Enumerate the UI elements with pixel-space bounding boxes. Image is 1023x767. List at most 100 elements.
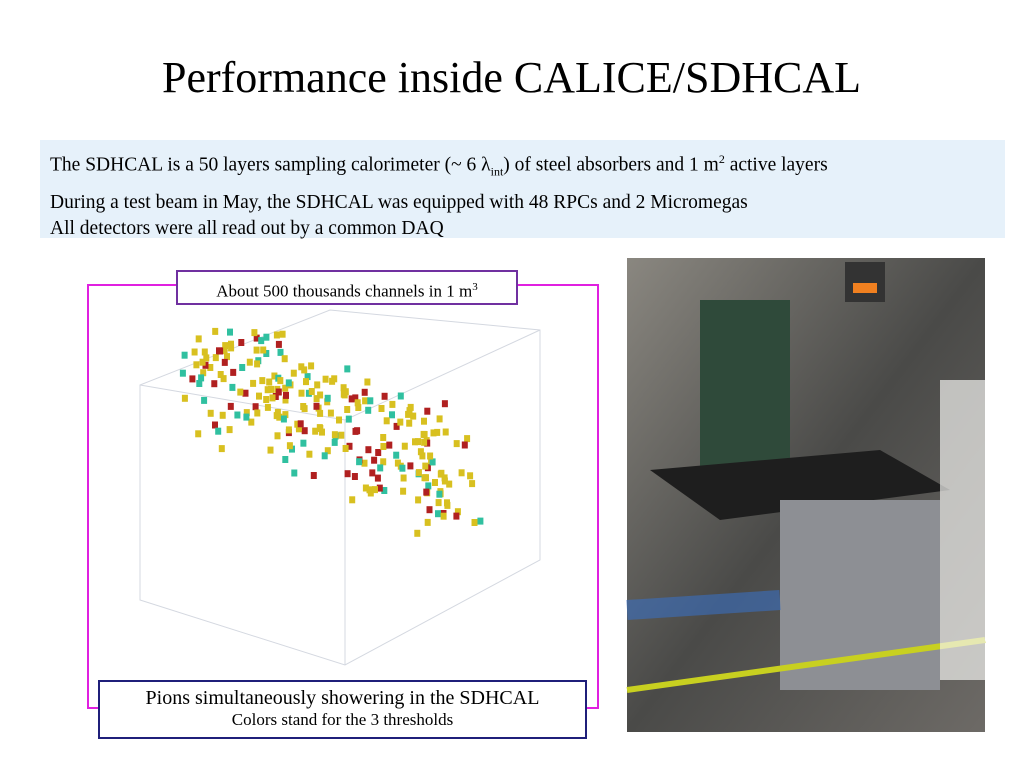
text: About 500 thousands channels in 1 m [216,281,473,301]
hit [212,354,219,362]
hit [250,379,257,387]
hit [263,350,270,357]
hit [351,473,358,480]
hit [281,355,288,363]
hit [246,358,253,366]
hit [253,346,260,354]
hit [356,458,363,466]
hit [361,459,368,467]
hit [454,508,461,516]
hit [355,404,362,411]
hit [306,450,313,458]
hit [303,378,309,386]
hit [340,390,347,398]
hit [181,394,188,402]
hit [258,337,265,345]
hit [401,442,408,450]
hit [243,409,250,417]
hit [269,394,276,402]
hit [364,378,371,386]
superscript: 3 [472,281,478,293]
hit [211,380,218,388]
hit [438,469,445,477]
hit [266,378,273,386]
info-line: The SDHCAL is a 50 layers sampling calor… [50,146,995,184]
hit [277,348,284,356]
hit [441,400,448,408]
hit [366,486,373,494]
hit [304,373,311,381]
hit [346,442,353,450]
hit [239,364,246,371]
hit [196,380,203,387]
hit [228,344,235,352]
hit [440,512,447,520]
hit [283,391,289,399]
hit [280,415,287,423]
slide-title: Performance inside CALICE/SDHCAL [162,53,861,102]
hit [189,375,196,383]
hit [371,456,378,464]
hit [424,439,431,447]
hit [375,449,382,456]
hit [467,472,474,480]
hit [226,426,233,434]
hit [253,334,260,342]
hit [243,413,250,421]
hit [200,369,207,377]
hit [369,469,376,477]
hit [282,384,289,392]
hit [324,447,331,455]
hit [227,328,233,336]
hit [423,488,430,496]
text: ) of steel absorbers and 1 m [503,154,719,176]
hit [282,456,289,463]
hit [317,391,324,399]
info-line: During a test beam in May, the SDHCAL wa… [50,192,748,214]
hit [277,377,284,385]
hit [331,431,338,439]
bracket-left [87,284,176,709]
hit [453,440,460,448]
hit [365,446,372,454]
hit [441,474,448,482]
hit [427,452,434,460]
hit [263,333,270,341]
hit [399,464,406,472]
hit [331,438,338,446]
hit [424,518,431,526]
hit [425,482,432,490]
hit [230,368,237,376]
hit [275,340,282,348]
hit [458,469,465,477]
hit [422,462,429,470]
event-display [139,309,541,666]
hit [406,419,413,427]
hit [218,445,225,453]
hit [426,506,433,514]
bracket-right [518,284,599,709]
hit [471,519,478,526]
hit [212,421,218,429]
hit [444,499,450,507]
text: The SDHCAL is a 50 layers sampling calor… [50,154,491,176]
hit [362,397,369,405]
hit [195,430,202,438]
hit [348,395,355,403]
hit [300,439,307,447]
hit [345,415,352,423]
hit [407,403,414,411]
hit [313,402,320,410]
hit [397,418,404,426]
hit [362,484,369,492]
hit [381,392,388,400]
hit [274,432,281,440]
hit [461,441,468,449]
hit [252,403,259,411]
hit [338,431,345,439]
caption-line: Pions simultaneously showering in the SD… [145,687,540,709]
hit [342,445,349,452]
hit [420,430,427,438]
hit [432,479,438,486]
